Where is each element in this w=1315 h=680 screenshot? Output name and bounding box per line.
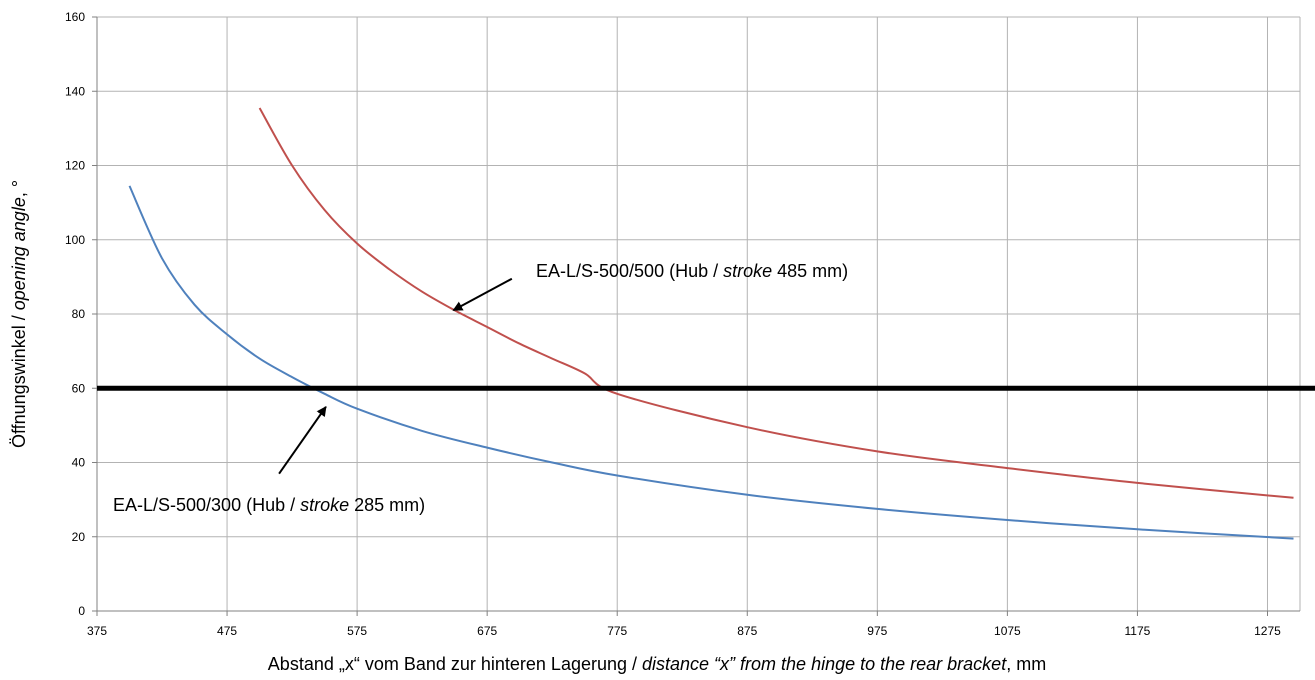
y-tick-label: 0 — [78, 604, 85, 618]
annotation-arrow — [452, 277, 513, 312]
text-part: , mm — [1006, 654, 1046, 674]
text-part: Abstand „x“ vom Band zur hinteren Lageru… — [268, 654, 642, 674]
x-tick-label: 575 — [347, 624, 367, 638]
y-tick-label: 40 — [72, 456, 86, 470]
grid — [97, 16, 1301, 611]
annotation-label: EA-L/S-500/500 (Hub / stroke 485 mm) — [536, 261, 848, 281]
text-part: EA-L/S-500/500 (Hub / — [536, 261, 723, 281]
x-tick-label: 875 — [737, 624, 757, 638]
series — [128, 107, 1294, 540]
text-part: distance “x” from the hinge to the rear … — [642, 654, 1007, 674]
y-tick-label: 60 — [72, 381, 86, 395]
x-tick-label: 775 — [607, 624, 627, 638]
x-tick-label: 1075 — [994, 624, 1021, 638]
text-part: stroke — [300, 495, 349, 515]
x-tick-label: 1275 — [1254, 624, 1281, 638]
y-tick-label: 120 — [65, 159, 85, 173]
text-part: , ° — [9, 180, 29, 197]
x-tick-label: 375 — [87, 624, 107, 638]
x-tick-label: 1175 — [1125, 624, 1151, 638]
series-line-0 — [128, 185, 1294, 540]
series-line-1 — [258, 107, 1294, 499]
text-part: 485 mm) — [772, 261, 848, 281]
y-tick-label: 160 — [65, 10, 85, 24]
axes: 0 20 40 60 80 100 120 140 160 375 475 575 675 775 875 9… — [65, 10, 1300, 638]
y-tick-label: 100 — [65, 233, 85, 247]
text-part: stroke — [723, 261, 772, 281]
x-axis-title: Abstand „x“ vom Band zur hinteren Lageru… — [268, 654, 1046, 674]
x-tick-label: 675 — [477, 624, 497, 638]
y-tick-label: 140 — [65, 84, 85, 98]
text-part: opening angle — [9, 197, 29, 310]
y-tick-label: 80 — [72, 307, 86, 321]
x-tick-label: 475 — [217, 624, 237, 638]
text-part: 285 mm) — [349, 495, 425, 515]
y-axis-title: Öffnungswinkel / opening angle, ° — [9, 180, 29, 448]
text-part: EA-L/S-500/300 (Hub / — [113, 495, 300, 515]
x-tick-label: 975 — [867, 624, 887, 638]
text-part: Öffnungswinkel / — [9, 310, 29, 448]
axis-titles: Abstand „x“ vom Band zur hinteren Lageru… — [9, 180, 1046, 674]
annotation-arrow — [278, 405, 327, 475]
y-tick-label: 20 — [72, 530, 86, 544]
annotations: EA-L/S-500/500 (Hub / stroke 485 mm)EA-L… — [113, 261, 848, 515]
annotation-label: EA-L/S-500/300 (Hub / stroke 285 mm) — [113, 495, 425, 515]
